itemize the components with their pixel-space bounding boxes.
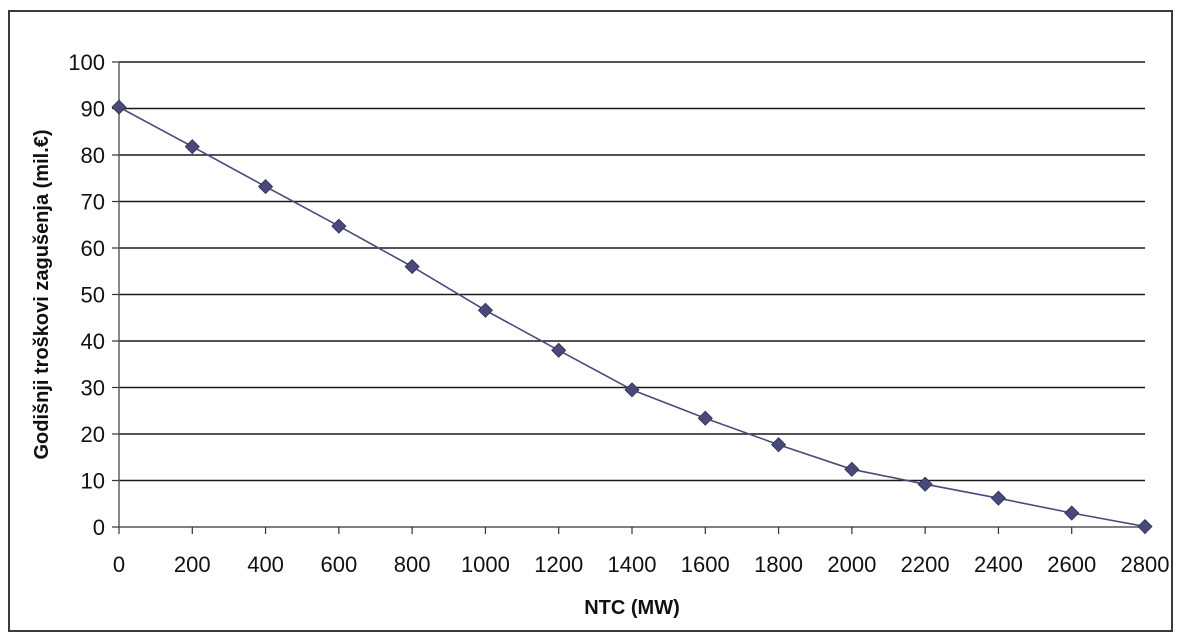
data-point-marker	[551, 342, 567, 358]
data-point-marker	[844, 461, 860, 477]
x-tick-label: 400	[247, 552, 284, 577]
data-point-marker	[111, 99, 127, 115]
y-tick-label: 20	[81, 422, 105, 447]
data-point-marker	[697, 410, 713, 426]
data-point-marker	[624, 382, 640, 398]
y-tick-labels: 0 10 20 30 40 50 60 70 80 90 100	[68, 50, 105, 540]
grid-lines	[119, 61, 1145, 482]
y-tick-label: 60	[81, 236, 105, 261]
y-tick-label: 50	[81, 283, 105, 308]
x-tick-label: 200	[174, 552, 211, 577]
data-point-marker	[258, 179, 274, 195]
chart-frame	[8, 10, 1173, 632]
axes	[112, 61, 1146, 534]
x-tick-label: 2000	[827, 552, 876, 577]
data-point-marker	[184, 139, 200, 155]
x-tick-label: 1600	[681, 552, 730, 577]
series-line	[118, 106, 1146, 528]
y-tick-label: 70	[81, 190, 105, 215]
y-tick-label: 90	[81, 97, 105, 122]
y-tick-label: 80	[81, 143, 105, 168]
x-tick-label: 600	[320, 552, 357, 577]
x-tick-label: 2200	[901, 552, 950, 577]
x-tick-label: 2600	[1047, 552, 1096, 577]
y-tick-label: 30	[81, 376, 105, 401]
y-tick-label: 10	[81, 469, 105, 494]
data-point-marker	[477, 302, 493, 318]
data-point-marker	[771, 437, 787, 453]
x-axis-title: NTC (MW)	[584, 597, 680, 619]
x-tick-label: 0	[113, 552, 125, 577]
x-tick-label: 2400	[974, 552, 1023, 577]
x-tick-label: 1400	[608, 552, 657, 577]
x-tick-label: 1000	[461, 552, 510, 577]
series	[111, 99, 1153, 535]
data-point-marker	[404, 259, 420, 275]
data-point-marker	[331, 218, 347, 234]
data-point-marker	[990, 490, 1006, 506]
x-tick-label: 800	[394, 552, 431, 577]
y-axis-title: Godišnji troškovi zagušenja (mil.€)	[31, 129, 53, 459]
data-point-marker	[1137, 518, 1153, 535]
y-tick-label: 100	[68, 50, 105, 75]
x-tick-labels: 0 200 400 600 800 1000 1200 1400 1600 1800 2000 220…	[113, 552, 1170, 577]
x-tick-label: 1800	[754, 552, 803, 577]
y-tick-label: 0	[93, 515, 105, 540]
data-point-marker	[1064, 505, 1080, 521]
x-tick-label: 1200	[534, 552, 583, 577]
x-tick-label: 2800	[1121, 552, 1170, 577]
data-point-marker	[917, 476, 933, 492]
y-tick-label: 40	[81, 329, 105, 354]
